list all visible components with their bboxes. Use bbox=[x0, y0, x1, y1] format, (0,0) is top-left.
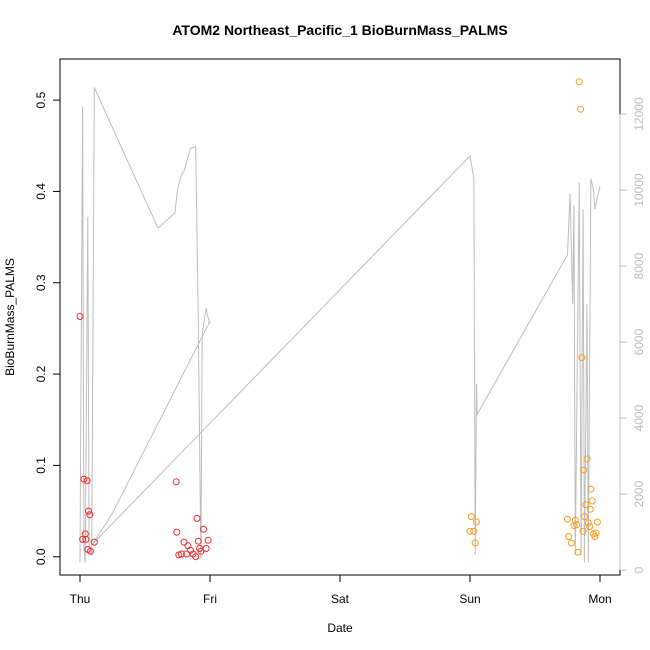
data-point bbox=[202, 545, 210, 552]
data-point bbox=[192, 553, 200, 561]
y-axis-label: BioBurnMass_PALMS bbox=[3, 258, 17, 376]
y-tick-label: 0.5 bbox=[34, 91, 48, 108]
data-point bbox=[200, 525, 207, 533]
data-point bbox=[567, 539, 575, 547]
y-right-tick-label: 2000 bbox=[632, 480, 646, 507]
data-point bbox=[467, 513, 475, 521]
altitude-line bbox=[79, 87, 601, 563]
y-tick-label: 0.0 bbox=[34, 548, 48, 565]
y-axis-right: 0 2000 4000 6000 8000 10000 12000 bbox=[619, 97, 646, 573]
data-point bbox=[471, 539, 479, 547]
data-point bbox=[586, 523, 594, 531]
y-tick-label: 0.1 bbox=[34, 457, 48, 474]
y-right-tick-label: 0 bbox=[632, 566, 646, 573]
plot-frame bbox=[59, 58, 621, 576]
data-point bbox=[90, 538, 98, 546]
data-point bbox=[180, 538, 188, 546]
data-point bbox=[574, 548, 582, 556]
data-point bbox=[466, 527, 474, 535]
data-point bbox=[582, 501, 590, 509]
y-right-tick-label: 12000 bbox=[632, 97, 646, 131]
data-point bbox=[172, 478, 180, 486]
data-point bbox=[573, 521, 581, 529]
data-point bbox=[579, 527, 587, 535]
data-point bbox=[593, 518, 601, 526]
y-tick-label: 0.3 bbox=[34, 274, 48, 291]
data-point bbox=[587, 485, 595, 493]
data-point bbox=[591, 533, 599, 541]
data-point bbox=[82, 535, 90, 543]
x-tick-label: Mon bbox=[588, 592, 611, 606]
data-point bbox=[577, 105, 584, 113]
y-axis: 0.0 0.1 0.2 0.3 0.4 0.5 bbox=[34, 91, 61, 565]
y-tick-label: 0.4 bbox=[34, 183, 48, 200]
data-point bbox=[83, 477, 91, 485]
data-point bbox=[193, 514, 201, 522]
data-point bbox=[575, 78, 583, 86]
data-point bbox=[586, 505, 594, 513]
altitude-series bbox=[79, 87, 601, 563]
data-point bbox=[564, 515, 571, 523]
data-point bbox=[85, 507, 92, 515]
data-point bbox=[184, 542, 192, 550]
data-point bbox=[80, 475, 88, 483]
data-point bbox=[588, 497, 596, 505]
data-point bbox=[565, 533, 573, 541]
data-point bbox=[571, 516, 579, 524]
y-right-tick-label: 8000 bbox=[632, 252, 646, 279]
data-point bbox=[580, 466, 588, 474]
chart-title: ATOM2 Northeast_Pacific_1 BioBurnMass_PA… bbox=[172, 22, 507, 38]
x-axis: Thu Fri Sat Sun Mon bbox=[70, 574, 612, 606]
data-point bbox=[197, 547, 205, 555]
data-point bbox=[473, 518, 480, 526]
y-right-tick-label: 10000 bbox=[632, 173, 646, 207]
data-point bbox=[173, 528, 181, 536]
data-point bbox=[204, 536, 212, 544]
data-point bbox=[580, 513, 588, 521]
x-tick-label: Thu bbox=[70, 592, 91, 606]
data-point bbox=[584, 519, 592, 527]
data-point bbox=[177, 550, 185, 558]
data-point bbox=[86, 547, 94, 555]
x-tick-label: Fri bbox=[203, 592, 217, 606]
data-point bbox=[86, 511, 94, 519]
data-point bbox=[470, 527, 478, 535]
data-point bbox=[578, 354, 586, 362]
x-tick-label: Sat bbox=[331, 592, 350, 606]
data-point bbox=[592, 529, 600, 537]
y-right-tick-label: 4000 bbox=[632, 404, 646, 431]
x-axis-label: Date bbox=[327, 621, 353, 635]
y-tick-label: 0.2 bbox=[34, 365, 48, 382]
scatter-points bbox=[76, 78, 601, 561]
y-right-tick-label: 6000 bbox=[632, 328, 646, 355]
x-tick-label: Sun bbox=[459, 592, 480, 606]
data-point bbox=[583, 455, 591, 463]
data-point bbox=[194, 537, 202, 545]
data-point bbox=[79, 535, 87, 543]
data-point bbox=[76, 313, 84, 320]
